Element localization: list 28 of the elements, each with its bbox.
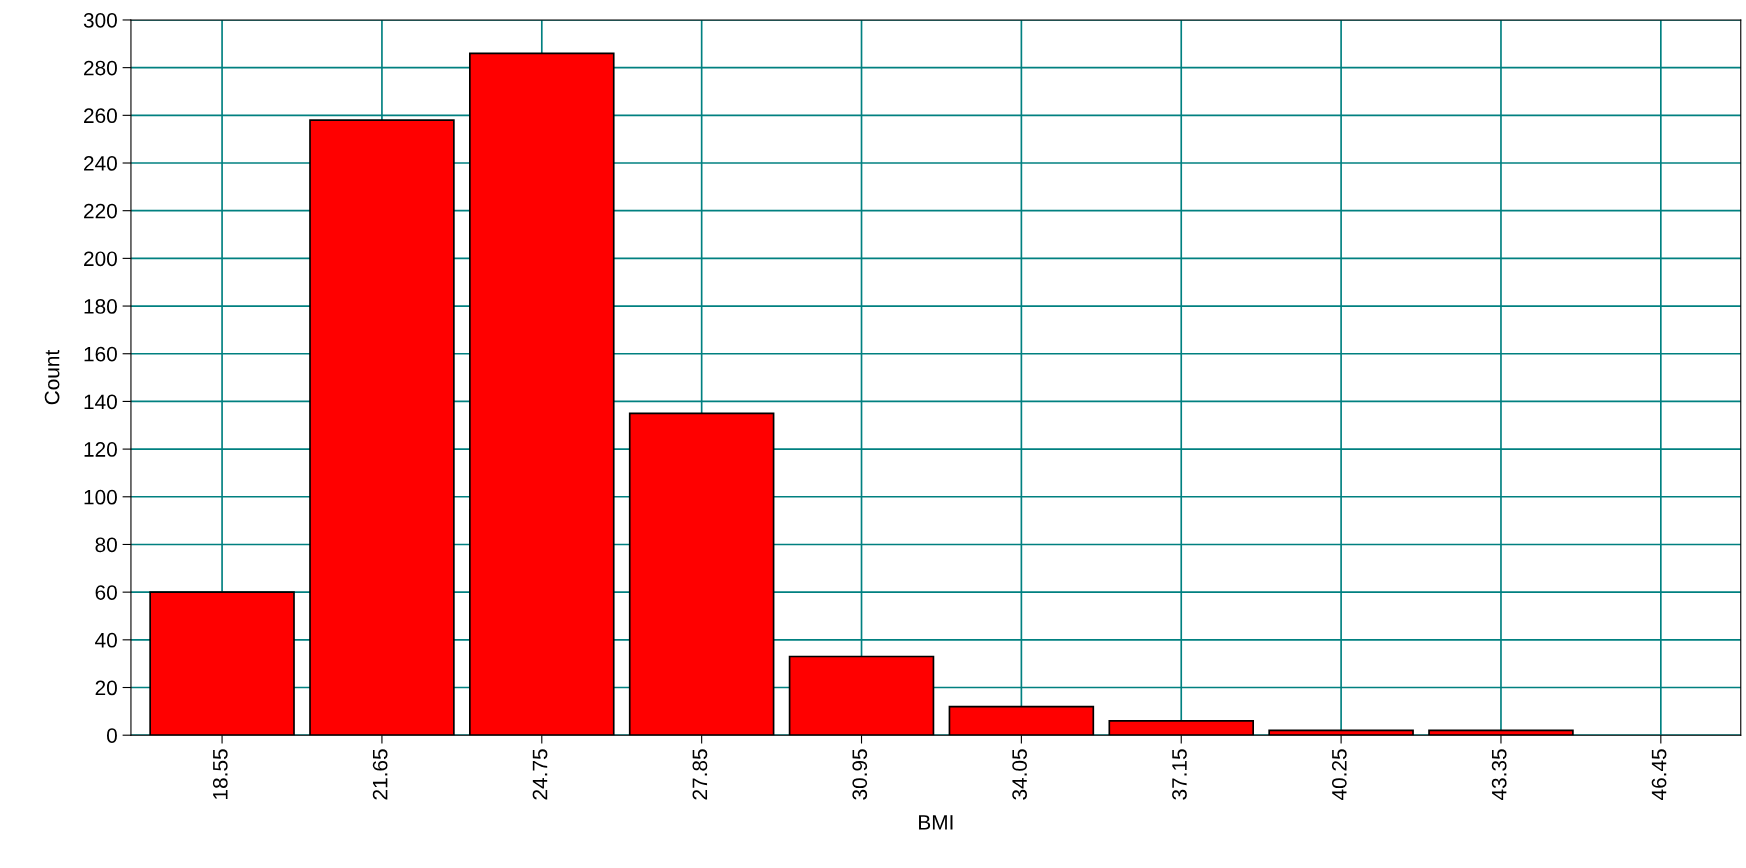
x-tick-label: 21.65 bbox=[372, 749, 388, 800]
y-tick-label: 220 bbox=[84, 203, 117, 219]
x-tick-label: 43.35 bbox=[1491, 749, 1507, 801]
x-tick-label: 24.75 bbox=[532, 749, 548, 800]
y-tick-label: 240 bbox=[84, 156, 117, 171]
y-tick-label: 100 bbox=[84, 489, 117, 505]
y-tick-label: 200 bbox=[84, 251, 117, 267]
y-tick-label: 180 bbox=[84, 299, 117, 314]
x-tick-label: 30.95 bbox=[852, 749, 868, 800]
x-tick-label: 37.15 bbox=[1172, 749, 1187, 800]
x-tick-label: 46.45 bbox=[1651, 749, 1667, 801]
y-tick-label: 80 bbox=[95, 537, 117, 553]
y-tick-label: 300 bbox=[83, 12, 117, 28]
y-tick-label: 260 bbox=[84, 108, 117, 124]
y-axis-title: Count bbox=[44, 349, 60, 405]
y-tick-label: 120 bbox=[84, 442, 117, 457]
x-tick-label: 40.25 bbox=[1331, 749, 1347, 801]
y-tick-label: 20 bbox=[95, 680, 117, 696]
y-tick-label: 40 bbox=[95, 632, 117, 648]
x-axis-title: BMI bbox=[919, 815, 953, 830]
y-tick-label: 0 bbox=[106, 728, 117, 743]
x-tick-label: 18.55 bbox=[212, 749, 228, 799]
y-tick-label: 280 bbox=[84, 60, 117, 76]
y-tick-label: 140 bbox=[84, 394, 117, 410]
x-tick-label: 27.85 bbox=[692, 749, 708, 800]
x-tick-label: 34.05 bbox=[1012, 749, 1027, 800]
y-tick-label: 160 bbox=[84, 346, 117, 362]
y-tick-label: 60 bbox=[95, 585, 117, 600]
